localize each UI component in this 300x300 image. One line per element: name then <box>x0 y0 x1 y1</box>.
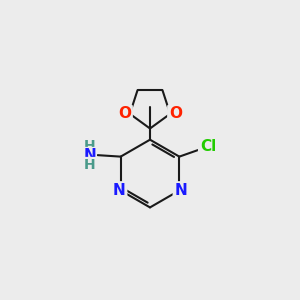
Text: N: N <box>83 148 96 163</box>
Text: Cl: Cl <box>200 139 216 154</box>
Text: H: H <box>84 158 96 172</box>
Text: O: O <box>169 106 182 122</box>
Text: N: N <box>174 183 187 198</box>
Text: N: N <box>113 183 126 198</box>
Text: H: H <box>84 139 96 153</box>
Text: O: O <box>118 106 131 122</box>
